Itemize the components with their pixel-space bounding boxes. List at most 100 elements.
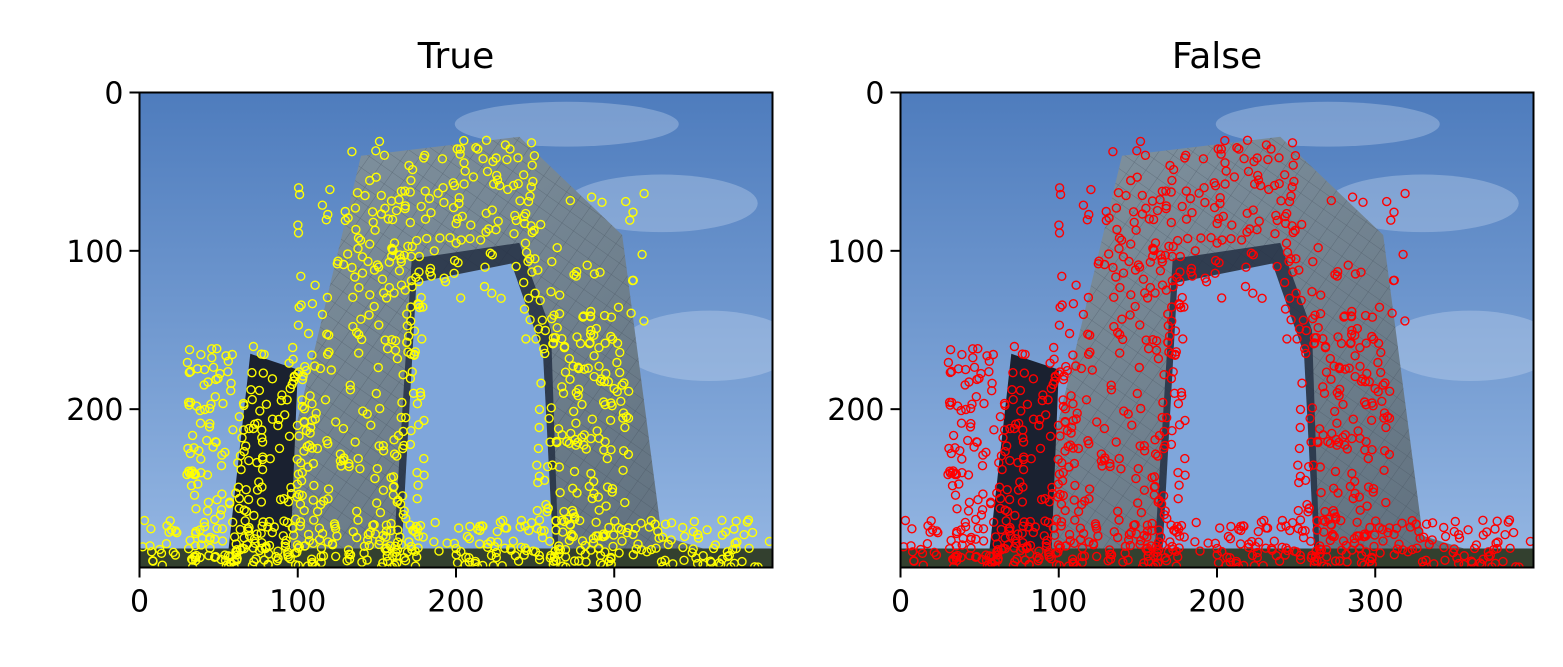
keypoint xyxy=(1363,453,1374,464)
keypoint xyxy=(547,257,557,267)
keypoint xyxy=(1325,535,1336,546)
keypoint xyxy=(610,516,620,526)
keypoint xyxy=(1022,399,1033,409)
keypoint xyxy=(387,243,397,254)
keypoint xyxy=(455,149,465,159)
keypoint xyxy=(1153,451,1163,461)
keypoint xyxy=(1175,251,1186,262)
keypoint xyxy=(293,183,304,193)
keypoint xyxy=(548,339,558,349)
keypoint xyxy=(1174,531,1185,541)
keypoint xyxy=(383,214,393,224)
keypoint xyxy=(1116,235,1127,245)
keypoint xyxy=(1209,202,1220,213)
keypoint xyxy=(679,555,689,565)
keypoint xyxy=(519,304,530,314)
keypoint xyxy=(717,515,727,525)
keypoint xyxy=(226,378,236,388)
keypoint xyxy=(481,208,491,219)
keypoint xyxy=(489,541,500,552)
keypoint xyxy=(1400,316,1410,326)
keypoint xyxy=(386,525,396,536)
keypoint xyxy=(246,385,256,395)
keypoint xyxy=(1449,544,1459,554)
keypoint xyxy=(1078,309,1089,320)
keypoint xyxy=(495,517,506,527)
keypoint xyxy=(451,218,461,229)
keypoint xyxy=(1135,320,1145,330)
keypoint xyxy=(364,540,374,551)
keypoint xyxy=(218,398,228,409)
keypoint xyxy=(658,532,668,542)
keypoint xyxy=(1111,272,1121,282)
keypoint xyxy=(607,401,617,411)
keypoint xyxy=(1281,238,1292,248)
keypoint xyxy=(995,412,1006,422)
keypoint xyxy=(536,526,546,536)
keypoint xyxy=(1297,378,1307,388)
keypoint xyxy=(989,425,999,435)
keypoint xyxy=(192,364,203,374)
keypoint xyxy=(1153,537,1164,547)
keypoint xyxy=(1010,557,1020,567)
keypoint xyxy=(1282,334,1292,344)
keypoint xyxy=(1249,156,1259,167)
cloud xyxy=(454,101,679,147)
keypoint xyxy=(1289,546,1299,556)
keypoint xyxy=(984,356,994,366)
keypoint xyxy=(1117,314,1127,324)
keypoint xyxy=(208,442,218,452)
keypoint xyxy=(412,399,423,409)
x-axis: 0 100 200 300 xyxy=(891,567,1404,620)
keypoint xyxy=(1347,192,1358,202)
keypoint xyxy=(164,527,174,537)
keypoint xyxy=(1209,178,1219,188)
keypoint xyxy=(397,397,407,408)
keypoint xyxy=(1272,215,1282,226)
keypoint xyxy=(1154,495,1164,505)
keypoint xyxy=(1284,196,1295,207)
keypoint xyxy=(981,550,991,560)
keypoint xyxy=(528,176,538,187)
y-tick-label: 0 xyxy=(865,77,884,112)
keypoint xyxy=(520,238,531,248)
keypoint xyxy=(1478,515,1488,525)
keypoint xyxy=(1217,546,1227,557)
keypoint xyxy=(1315,290,1326,300)
keypoint xyxy=(416,201,426,212)
keypoint xyxy=(534,422,544,433)
keypoint xyxy=(282,395,292,405)
keypoint xyxy=(1053,420,1064,431)
keypoint xyxy=(552,323,562,333)
keypoint xyxy=(1045,431,1056,441)
keypoint xyxy=(1424,539,1435,550)
keypoint xyxy=(568,361,578,371)
keypoint xyxy=(385,541,395,551)
keypoint xyxy=(1058,490,1069,501)
keypoint xyxy=(1350,351,1360,361)
keypoint xyxy=(317,309,328,320)
keypoint xyxy=(587,493,597,504)
keypoint xyxy=(288,342,298,353)
keypoint xyxy=(593,492,603,502)
keypoint xyxy=(273,420,283,431)
keypoint xyxy=(1280,550,1290,560)
keypoint xyxy=(543,503,553,513)
keypoint xyxy=(1217,235,1227,245)
keypoint xyxy=(1252,224,1262,235)
keypoint xyxy=(223,367,233,377)
keypoint xyxy=(543,462,553,472)
keypoint xyxy=(394,194,404,205)
keypoint xyxy=(1361,338,1371,348)
keypoint xyxy=(564,353,574,364)
keypoint xyxy=(1427,535,1437,545)
keypoint xyxy=(1047,482,1057,493)
keypoint xyxy=(948,555,959,565)
keypoint xyxy=(391,547,401,557)
keypoint xyxy=(380,544,390,554)
keypoint xyxy=(475,235,486,245)
keypoint xyxy=(595,267,605,277)
keypoint xyxy=(1492,516,1502,526)
keypoint xyxy=(1360,310,1371,321)
keypoint xyxy=(1176,387,1187,398)
